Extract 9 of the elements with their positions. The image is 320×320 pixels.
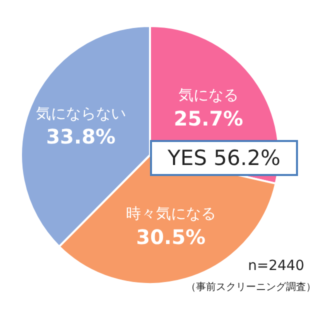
data-label: 30.5% (136, 225, 206, 250)
text: YES 56.2% (150, 140, 298, 176)
slice-label: 気になる (178, 86, 238, 104)
text: （事前スクリーニング調査） (186, 280, 316, 294)
slice-label: 気にならない (36, 104, 126, 122)
text: n=2440 (248, 258, 304, 274)
data-label: 25.7% (174, 106, 244, 131)
slice-label: 時々気になる (126, 204, 216, 223)
data-label: 33.8% (46, 124, 116, 149)
